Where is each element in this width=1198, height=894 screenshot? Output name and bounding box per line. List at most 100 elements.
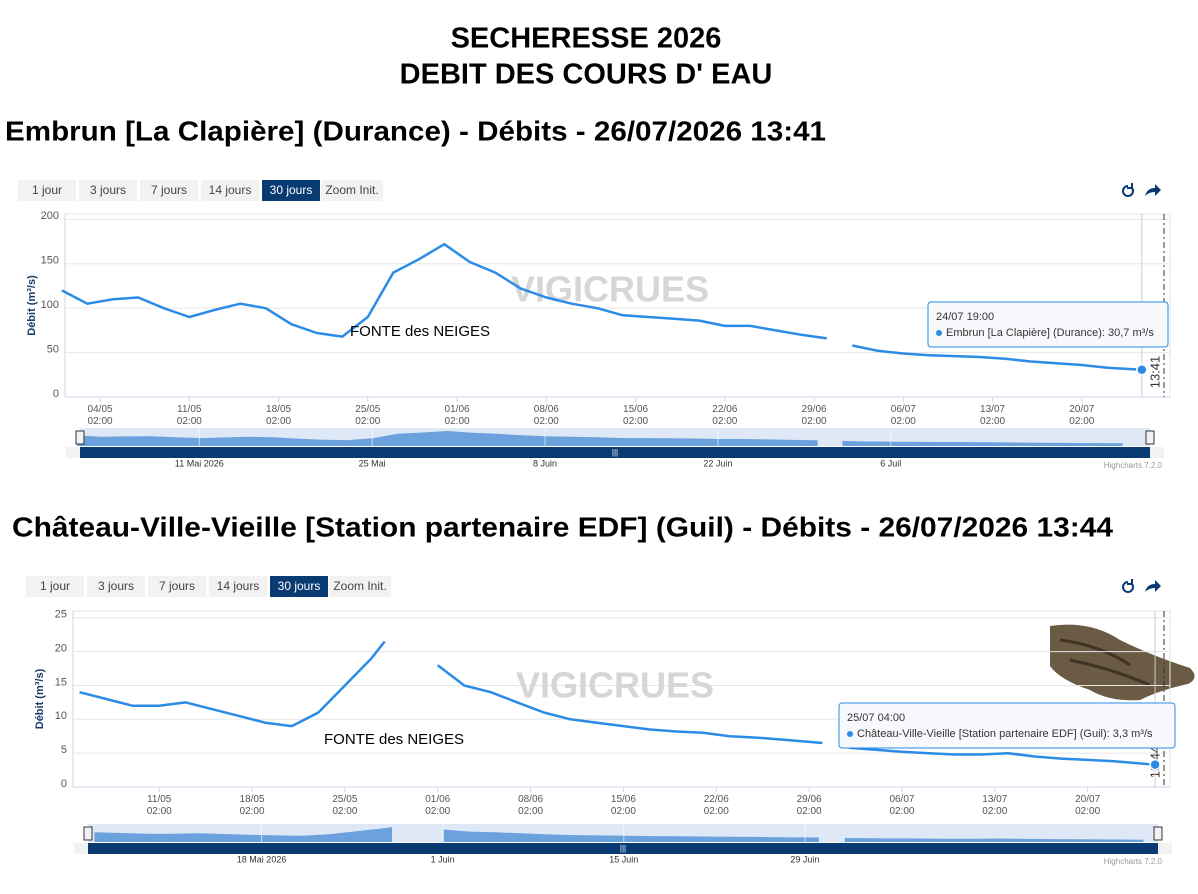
zoom-button[interactable] — [321, 180, 383, 201]
range-button-label: 1 jour — [40, 579, 70, 593]
series-line — [61, 242, 1142, 371]
y-tick-label: 0 — [53, 388, 59, 400]
tooltip-bullet — [936, 330, 942, 336]
x-tick-label: 04/05 02:00 — [88, 404, 113, 427]
credits: Highcharts 7.2.0 — [1104, 461, 1163, 470]
x-tick-label: 11/05 02:00 — [177, 404, 202, 427]
navigator-label: 25 Mai — [359, 458, 386, 468]
share-icon[interactable] — [1145, 184, 1161, 196]
x-tick-label: 13/07 02:00 — [980, 404, 1005, 427]
zoom-button-label: Zoom Init. — [325, 183, 378, 197]
y-axis-title: Débit (m³/s) — [26, 275, 38, 336]
scrollbar-thumb[interactable] — [80, 447, 1150, 458]
tooltip-text: Embrun [La Clapière] (Durance): 30,7 m³/… — [946, 327, 1154, 339]
range-button-label: 7 jours — [159, 579, 195, 593]
hover-point — [1149, 758, 1161, 771]
navigator-label: 11 Mai 2026 — [175, 458, 224, 468]
x-tick-label: 29/06 02:00 — [802, 404, 827, 427]
x-tick-label: 08/06 02:00 — [518, 794, 543, 817]
share-icon[interactable] — [1145, 580, 1161, 592]
x-tick-label: 01/06 02:00 — [445, 404, 470, 427]
series-line — [79, 640, 1156, 766]
x-tick-label: 08/06 02:00 — [534, 404, 559, 427]
y-tick-label: 5 — [61, 744, 67, 756]
chart-title: Embrun [La Clapière] (Durance) - Débits … — [5, 115, 826, 146]
tooltip-box — [927, 301, 1169, 348]
range-button-label: 14 jours — [209, 183, 252, 197]
range-button[interactable] — [26, 576, 84, 597]
annotation: FONTE des NEIGES — [324, 731, 464, 748]
tooltip-box — [838, 702, 1176, 749]
y-tick-label: 50 — [47, 343, 59, 355]
range-button[interactable] — [209, 576, 267, 597]
x-tick-label: 06/07 02:00 — [889, 794, 914, 817]
range-button[interactable] — [140, 180, 198, 201]
x-tick-label: 20/07 02:00 — [1075, 794, 1100, 817]
x-tick-label: 22/06 02:00 — [712, 404, 737, 427]
tooltip-text: Château-Ville-Vieille [Station partenair… — [857, 728, 1153, 740]
x-tick-label: 01/06 02:00 — [425, 794, 450, 817]
x-tick-label: 22/06 02:00 — [704, 794, 729, 817]
scrollbar-thumb[interactable] — [88, 843, 1158, 854]
y-tick-label: 10 — [55, 710, 67, 722]
tooltip-bullet — [847, 731, 853, 737]
range-button[interactable] — [148, 576, 206, 597]
y-tick-label: 100 — [41, 299, 59, 311]
lizard-photo — [1050, 624, 1195, 701]
refresh-icon[interactable] — [1122, 579, 1134, 593]
range-button-label: 3 jours — [90, 183, 126, 197]
watermark: VIGICRUES — [511, 269, 709, 310]
y-tick-label: 200 — [41, 210, 59, 222]
navigator-label: 6 Juil — [880, 458, 901, 468]
navigator-handle[interactable] — [83, 826, 93, 841]
scrollbar-grip: ||| — [612, 448, 618, 457]
x-tick-label: 18/05 02:00 — [266, 404, 291, 427]
navigator-label: 8 Juin — [533, 458, 557, 468]
y-tick-label: 20 — [55, 643, 67, 655]
x-tick-label: 15/06 02:00 — [623, 404, 648, 427]
tooltip-title: 25/07 04:00 — [847, 712, 905, 724]
x-tick-label: 11/05 02:00 — [147, 794, 172, 817]
navigator-label: 22 Juin — [703, 458, 732, 468]
range-button-label: 14 jours — [217, 579, 260, 593]
page-subtitle: DEBIT DES COURS D' EAU — [400, 59, 773, 91]
y-axis-title: Débit (m³/s) — [34, 668, 46, 729]
watermark: VIGICRUES — [516, 665, 714, 706]
refresh-icon[interactable] — [1122, 183, 1134, 197]
chart: Embrun [La Clapière] (Durance) - Débits … — [5, 115, 1171, 470]
range-button[interactable] — [262, 180, 320, 201]
range-button[interactable] — [79, 180, 137, 201]
page-title: SECHERESSE 2026 — [451, 23, 722, 55]
navigator-label: 18 Mai 2026 — [237, 854, 287, 864]
scrollbar-grip: ||| — [620, 844, 626, 853]
chart-title: Château-Ville-Vieille [Station partenair… — [12, 511, 1113, 542]
range-button-label: 30 jours — [278, 579, 321, 593]
credits: Highcharts 7.2.0 — [1104, 857, 1163, 866]
range-button-label: 30 jours — [270, 183, 313, 197]
range-button[interactable] — [18, 180, 76, 201]
now-label: 13:41 — [1147, 356, 1162, 389]
navigator-handle[interactable] — [75, 430, 85, 445]
navigator-series — [76, 431, 1123, 446]
range-button[interactable] — [201, 180, 259, 201]
navigator-label: 29 Juin — [790, 854, 819, 864]
hover-point — [1136, 363, 1148, 376]
navigator-label: 15 Juin — [609, 854, 638, 864]
x-tick-label: 06/07 02:00 — [891, 404, 916, 427]
range-button[interactable] — [87, 576, 145, 597]
y-tick-label: 15 — [55, 676, 67, 688]
navigator-handle[interactable] — [1153, 826, 1163, 841]
x-tick-label: 13/07 02:00 — [982, 794, 1007, 817]
x-tick-label: 25/05 02:00 — [355, 404, 380, 427]
navigator-label: 1 Juin — [431, 854, 455, 864]
y-tick-label: 25 — [55, 609, 67, 621]
chart: Château-Ville-Vieille [Station partenair… — [12, 511, 1176, 866]
zoom-button[interactable] — [329, 576, 391, 597]
navigator-series — [94, 827, 1144, 842]
range-button-label: 1 jour — [32, 183, 62, 197]
navigator-handle[interactable] — [1145, 430, 1155, 445]
y-tick-label: 150 — [41, 255, 59, 267]
range-button[interactable] — [270, 576, 328, 597]
zoom-button-label: Zoom Init. — [333, 579, 386, 593]
